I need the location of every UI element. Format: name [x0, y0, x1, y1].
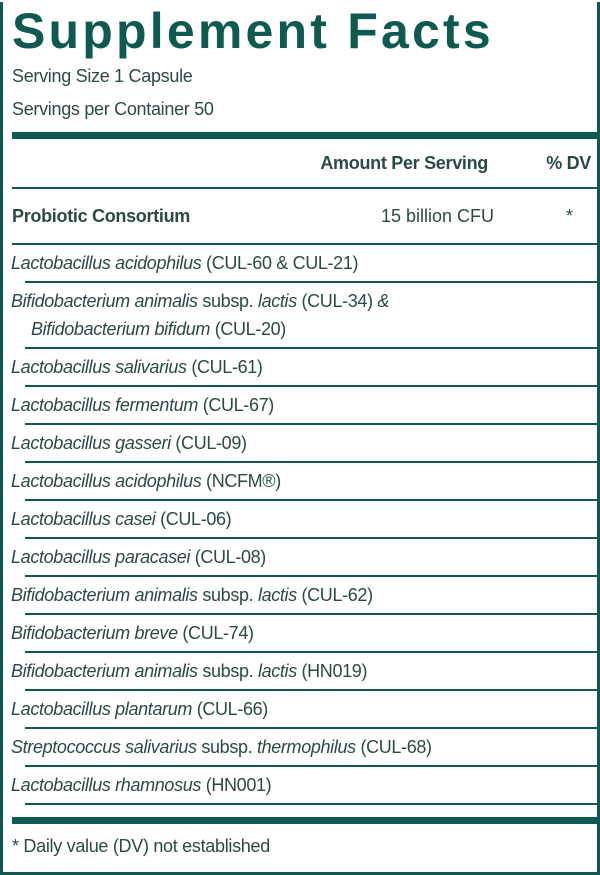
- strain-text: Lactobacillus plantarum (CUL-66): [11, 695, 269, 723]
- blend-row: Probiotic Consortium 15 billion CFU *: [12, 189, 597, 245]
- strain-detail: (CUL-20): [214, 319, 287, 339]
- strain-name: Bifidobacterium animalis: [11, 291, 198, 311]
- strain-row: Bifidobacterium animalis subsp. lactis (…: [11, 577, 597, 615]
- strain-row: Streptococcus salivarius subsp. thermoph…: [11, 729, 597, 767]
- title: Supplement Facts: [12, 3, 494, 59]
- strain-text: Bifidobacterium breve (CUL-74): [11, 619, 254, 647]
- strain-row: Lactobacillus acidophilus (CUL-60 & CUL-…: [11, 245, 597, 283]
- blend-dv: *: [565, 205, 573, 226]
- strain-text: Bifidobacterium animalis subsp. lactis (…: [11, 581, 374, 609]
- strain-name: Lactobacillus acidophilus: [11, 471, 202, 491]
- strain-detail: (CUL-61): [191, 357, 263, 377]
- strain-row: Bifidobacterium animalis subsp. lactis (…: [11, 653, 597, 691]
- strain-row: Lactobacillus gasseri (CUL-09): [11, 425, 597, 463]
- strain-name: thermophilus: [256, 737, 356, 757]
- strain-row: Lactobacillus fermentum (CUL-67): [11, 387, 597, 425]
- strain-name: Lactobacillus salivarius: [11, 357, 187, 377]
- strain-name: lactis: [257, 585, 297, 605]
- strain-row: Lactobacillus plantarum (CUL-66): [11, 691, 597, 729]
- column-header: % DV: [546, 152, 591, 173]
- strain-name: lactis: [257, 291, 297, 311]
- strain-text: Lactobacillus paracasei (CUL-08): [11, 543, 267, 571]
- strain-detail: (CUL-62): [301, 585, 374, 605]
- strain-text: Bifidobacterium animalis subsp. lactis (…: [11, 657, 368, 685]
- strain-row: Lactobacillus paracasei (CUL-08): [11, 539, 597, 577]
- strain-list: Lactobacillus acidophilus (CUL-60 & CUL-…: [11, 245, 597, 805]
- table-header: Amount Per Serving % DV: [12, 139, 597, 189]
- strain-name: Bifidobacterium animalis: [11, 585, 198, 605]
- blend-name: Probiotic Consortium: [12, 205, 190, 226]
- divider: [12, 817, 597, 824]
- serving-size: Serving Size 1 Capsule: [12, 66, 193, 86]
- strain-detail: (CUL-08): [194, 547, 267, 567]
- strain-name: Bifidobacterium animalis: [11, 661, 198, 681]
- strain-name: Lactobacillus rhamnosus: [11, 775, 202, 795]
- strain-detail: (HN019): [301, 661, 368, 681]
- strain-name: Lactobacillus acidophilus: [11, 253, 202, 273]
- strain-name: Lactobacillus gasseri: [11, 433, 171, 453]
- strain-detail: (CUL-66): [196, 699, 269, 719]
- strain-name: Lactobacillus plantarum: [11, 699, 193, 719]
- strain-detail: (NCFM®): [206, 471, 281, 491]
- strain-detail: subsp.: [202, 291, 254, 311]
- strain-detail: (CUL-67): [202, 395, 275, 415]
- strain-detail: (CUL-68): [360, 737, 432, 757]
- strain-name: Bifidobacterium breve: [11, 623, 178, 643]
- strain-row: Lactobacillus acidophilus (NCFM®): [11, 463, 597, 501]
- blend-amount: 15 billion CFU: [380, 205, 494, 226]
- strain-detail: (CUL-34): [301, 291, 374, 311]
- strain-row: Bifidobacterium animalis subsp. lactis (…: [11, 283, 597, 349]
- servings-per-container: Servings per Container 50: [12, 99, 214, 119]
- strain-detail: (HN001): [205, 775, 272, 795]
- strain-text: Lactobacillus acidophilus (CUL-60 & CUL-…: [11, 249, 359, 277]
- divider: [12, 132, 597, 139]
- strain-detail: subsp.: [201, 737, 253, 757]
- strain-detail: (CUL-09): [175, 433, 247, 453]
- strain-name: Lactobacillus fermentum: [11, 395, 199, 415]
- strain-name: Lactobacillus paracasei: [11, 547, 191, 567]
- strain-row: Bifidobacterium breve (CUL-74): [11, 615, 597, 653]
- strain-text: Lactobacillus casei (CUL-06): [11, 505, 232, 533]
- strain-name: Streptococcus salivarius: [11, 737, 197, 757]
- strain-name: & Bifidobacterium bifidum: [31, 291, 390, 339]
- column-header: Amount Per Serving: [320, 152, 488, 173]
- strain-name: Lactobacillus casei: [11, 509, 156, 529]
- strain-detail: (CUL-74): [182, 623, 254, 643]
- strain-detail: (CUL-60 & CUL-21): [206, 253, 359, 273]
- strain-text: Lactobacillus rhamnosus (HN001): [11, 771, 272, 799]
- strain-text: Lactobacillus salivarius (CUL-61): [11, 353, 263, 381]
- strain-text: Streptococcus salivarius subsp. thermoph…: [11, 733, 432, 761]
- strain-row: Lactobacillus rhamnosus (HN001): [11, 767, 597, 805]
- strain-row: Lactobacillus salivarius (CUL-61): [11, 349, 597, 387]
- strain-text: Lactobacillus acidophilus (NCFM®): [11, 467, 281, 495]
- strain-detail: subsp.: [202, 585, 254, 605]
- footnote: * Daily value (DV) not established: [12, 836, 270, 856]
- strain-text: Bifidobacterium animalis subsp. lactis (…: [11, 287, 501, 343]
- strain-detail: (CUL-06): [160, 509, 232, 529]
- strain-row: Lactobacillus casei (CUL-06): [11, 501, 597, 539]
- strain-text: Lactobacillus fermentum (CUL-67): [11, 391, 275, 419]
- strain-name: lactis: [257, 661, 297, 681]
- strain-detail: subsp.: [202, 661, 254, 681]
- strain-text: Lactobacillus gasseri (CUL-09): [11, 429, 247, 457]
